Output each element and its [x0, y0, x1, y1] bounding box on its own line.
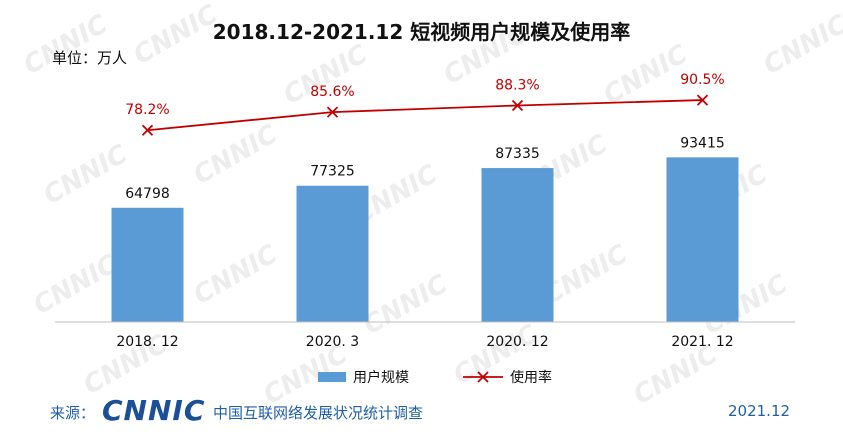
line-usage-rate — [147, 99, 703, 132]
x-tick-label: 2020. 3 — [306, 334, 359, 350]
legend-label: 用户规模 — [353, 369, 409, 386]
legend-swatch-marker — [477, 371, 489, 383]
rate-value-label: 90.5% — [680, 72, 724, 88]
marker-stroke — [696, 94, 709, 106]
x-tick-label: 2018. 12 — [116, 334, 178, 350]
cnnic-logo: CNNIC — [102, 394, 206, 427]
bar-value-label: 77325 — [310, 164, 355, 180]
bar-value-label: 64798 — [125, 186, 170, 202]
bar-user-scale — [666, 157, 739, 322]
line-point-marker — [511, 99, 524, 112]
source-date: 2021.12 — [728, 402, 791, 420]
source-name: 中国互联网络发展状况统计调查 — [213, 404, 424, 422]
legend-label: 使用率 — [510, 369, 552, 386]
unit-label: 单位：万人 — [52, 49, 128, 67]
marker-stroke — [511, 99, 524, 112]
x-tick-label: 2020. 12 — [486, 334, 548, 350]
marker-stroke — [141, 124, 154, 136]
bar-value-label: 87335 — [495, 146, 540, 162]
chart-title: 2018.12-2021.12 短视频用户规模及使用率 — [212, 20, 631, 44]
bar-value-label: 93415 — [680, 135, 725, 151]
marker-stroke — [326, 106, 339, 118]
bar-user-scale — [111, 207, 184, 322]
x-tick-label: 2021. 12 — [671, 334, 733, 350]
line-point-marker — [326, 106, 339, 118]
legend-swatch-bar — [318, 372, 346, 382]
bar-user-scale — [481, 168, 554, 322]
rate-value-label: 88.3% — [495, 77, 539, 93]
bar-user-scale — [296, 185, 369, 322]
line-point-marker — [141, 124, 154, 136]
source-label: 来源： — [50, 404, 96, 422]
line-point-marker — [696, 94, 709, 106]
rate-value-label: 78.2% — [125, 102, 169, 118]
rate-value-label: 85.6% — [310, 84, 354, 100]
footer: 来源： CNNIC 中国互联网络发展状况统计调查 2021.12 — [0, 392, 843, 444]
